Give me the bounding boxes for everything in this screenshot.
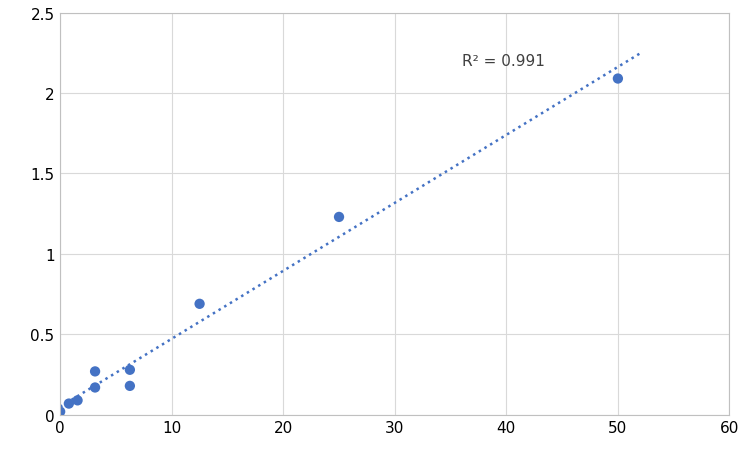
Point	[89, 368, 101, 375]
Point	[63, 400, 75, 407]
Point	[71, 397, 83, 404]
Point	[333, 214, 345, 221]
Point	[89, 384, 101, 391]
Text: R² = 0.991: R² = 0.991	[462, 54, 544, 69]
Point	[124, 366, 136, 373]
Point	[193, 300, 205, 308]
Point	[54, 408, 66, 415]
Point	[612, 76, 624, 83]
Point	[124, 382, 136, 390]
